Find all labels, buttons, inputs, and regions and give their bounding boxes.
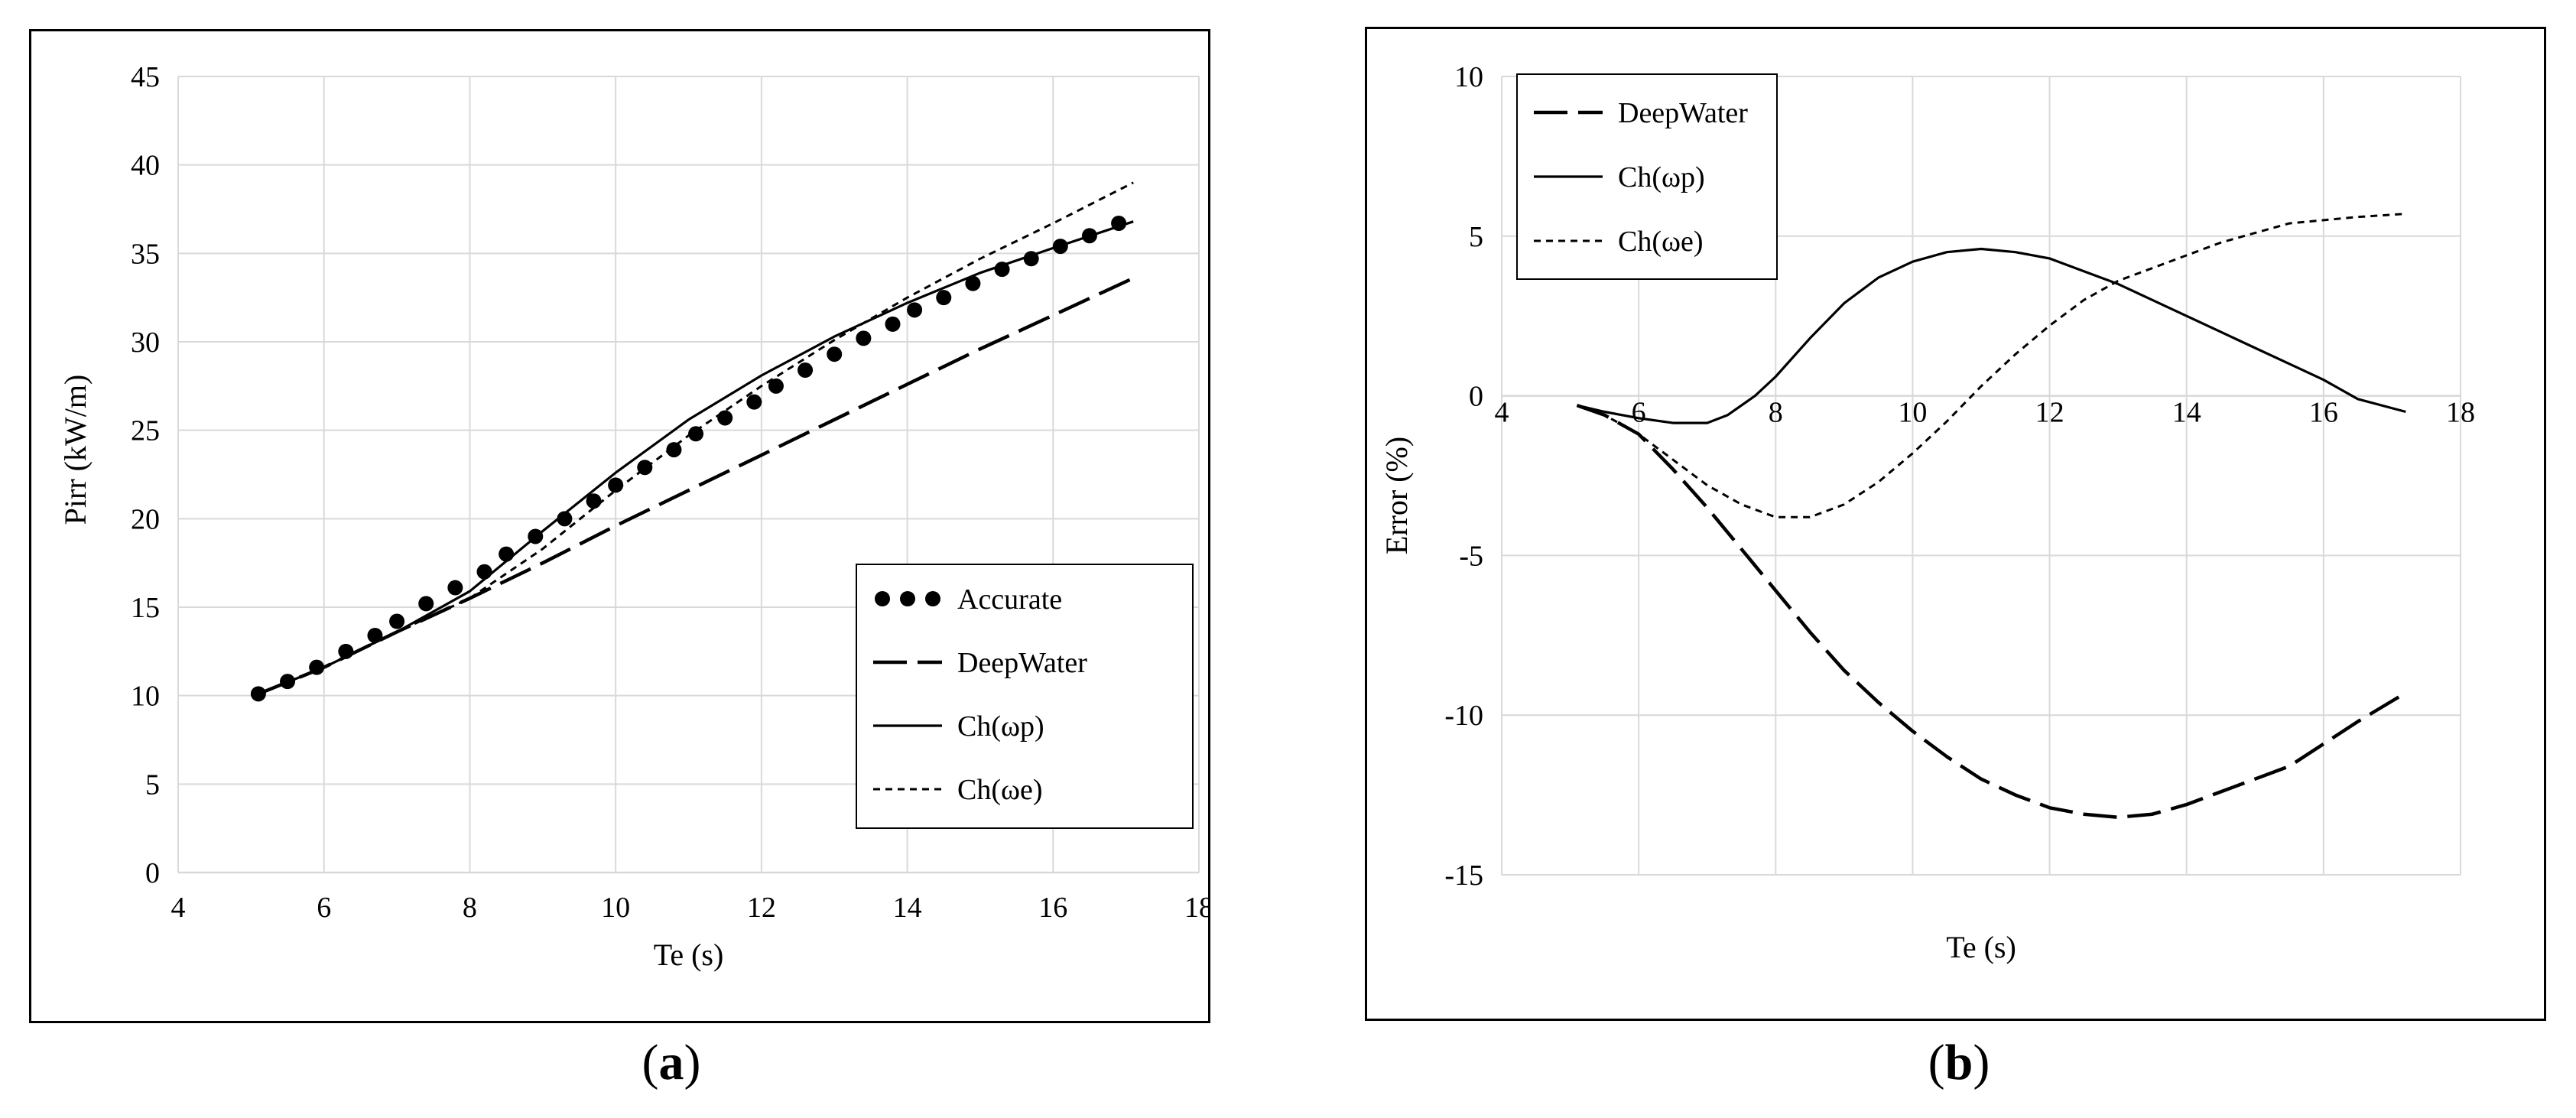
x-axis-label: Te (s) bbox=[654, 938, 724, 972]
y-tick-label: -10 bbox=[1444, 700, 1483, 732]
y-tick-label: 0 bbox=[145, 857, 160, 889]
data-point bbox=[447, 580, 463, 596]
x-tick-label: 16 bbox=[2309, 397, 2338, 429]
x-tick-label: 4 bbox=[171, 892, 186, 924]
legend: Accurate DeepWater Ch(ωp) Ch(ωe) bbox=[856, 564, 1194, 829]
data-point bbox=[666, 442, 682, 458]
data-point bbox=[418, 596, 434, 612]
legend-label: DeepWater bbox=[957, 647, 1087, 679]
data-point bbox=[557, 511, 573, 527]
legend-box bbox=[856, 564, 1194, 829]
x-tick-label: 12 bbox=[747, 892, 776, 924]
y-tick-label: 10 bbox=[1454, 61, 1483, 93]
y-tick-label: 45 bbox=[131, 61, 160, 93]
y-tick-label: 5 bbox=[1469, 221, 1483, 253]
chart-panel-b: 4 6 8 10 12 14 16 18 -15 -10 -5 0 5 10 Te (s) Error (%)… bbox=[1365, 27, 2546, 1025]
x-tick-label: 8 bbox=[463, 892, 477, 924]
y-axis-label: Pirr (kW/m) bbox=[58, 375, 93, 525]
legend-marker bbox=[875, 591, 890, 606]
legend-label: Ch(ωe) bbox=[1618, 226, 1704, 258]
x-tick-label: 4 bbox=[1495, 397, 1509, 429]
data-point bbox=[907, 302, 923, 318]
legend-label: Ch(ωp) bbox=[957, 710, 1044, 743]
y-tick-label: 0 bbox=[1469, 381, 1483, 413]
series-line-deepwater bbox=[1576, 403, 2407, 820]
x-tick-label: 6 bbox=[317, 892, 331, 924]
data-point bbox=[827, 346, 843, 362]
data-point bbox=[476, 564, 492, 580]
legend-label: Ch(ωe) bbox=[957, 774, 1043, 806]
legend-marker bbox=[925, 591, 940, 606]
data-point bbox=[885, 316, 901, 332]
data-point bbox=[936, 290, 952, 306]
x-axis-label: Te (s) bbox=[1946, 930, 2016, 964]
caption-a: (a) bbox=[642, 1035, 701, 1090]
data-point bbox=[389, 613, 405, 629]
series-line-ch-p bbox=[1577, 247, 2406, 424]
x-tick-label: 10 bbox=[1898, 397, 1927, 429]
y-tick-label: 10 bbox=[131, 681, 160, 713]
chart-a-svg: 4 6 8 10 12 14 16 18 0 5 10 15 20 25 30 35 40 45 Te (s) Pir… bbox=[29, 29, 1213, 1023]
x-tick-label: 10 bbox=[601, 892, 630, 924]
legend-label: Accurate bbox=[957, 583, 1062, 616]
data-point bbox=[965, 275, 981, 291]
chart-a-frame bbox=[29, 29, 1210, 1023]
x-tick-label: 12 bbox=[2035, 397, 2064, 429]
data-point bbox=[797, 362, 814, 379]
x-tick-label: 14 bbox=[2172, 397, 2201, 429]
series-line-ch-e bbox=[258, 181, 1134, 695]
y-tick-label: -15 bbox=[1444, 860, 1483, 892]
data-point bbox=[717, 410, 733, 426]
y-tick-label: 30 bbox=[131, 327, 160, 359]
legend-label: DeepWater bbox=[1618, 97, 1748, 129]
x-tick-label: 18 bbox=[2446, 397, 2475, 429]
data-point bbox=[856, 330, 872, 346]
data-point bbox=[768, 378, 784, 394]
caption-a-letter: a bbox=[658, 1035, 684, 1090]
y-tick-label: -5 bbox=[1459, 540, 1483, 572]
chart-panel-a: 4 6 8 10 12 14 16 18 0 5 10 15 20 25 30 35 40 45 Te (s) Pir… bbox=[29, 29, 1213, 1027]
y-tick-label: 25 bbox=[131, 415, 160, 447]
data-point bbox=[688, 426, 704, 442]
x-tick-label: 14 bbox=[893, 892, 922, 924]
chart-b-svg: 4 6 8 10 12 14 16 18 -15 -10 -5 0 5 10 Te (s) Error (%)… bbox=[1365, 27, 2546, 1021]
y-tick-label: 35 bbox=[131, 238, 160, 270]
x-tick-label: 6 bbox=[1632, 397, 1646, 429]
caption-b-letter: b bbox=[1944, 1035, 1973, 1090]
y-tick-label: 20 bbox=[131, 503, 160, 535]
series-accurate bbox=[250, 216, 1127, 702]
y-axis-label: Error (%) bbox=[1379, 437, 1414, 554]
series-line-ch-e bbox=[1577, 213, 2406, 518]
legend-label: Ch(ωp) bbox=[1618, 161, 1705, 193]
y-tick-label: 40 bbox=[131, 150, 160, 182]
x-tick-label: 8 bbox=[1769, 397, 1783, 429]
data-point bbox=[367, 628, 383, 644]
x-tick-label: 16 bbox=[1038, 892, 1067, 924]
y-tick-label: 15 bbox=[131, 592, 160, 624]
data-point bbox=[499, 546, 515, 562]
data-point bbox=[746, 394, 762, 410]
caption-b: (b) bbox=[1928, 1035, 1990, 1090]
legend-marker bbox=[900, 591, 915, 606]
data-point bbox=[586, 493, 602, 509]
y-tick-label: 5 bbox=[145, 769, 160, 801]
legend: DeepWater Ch(ωp) Ch(ωe) bbox=[1516, 73, 1778, 280]
x-tick-label: 18 bbox=[1184, 892, 1210, 924]
